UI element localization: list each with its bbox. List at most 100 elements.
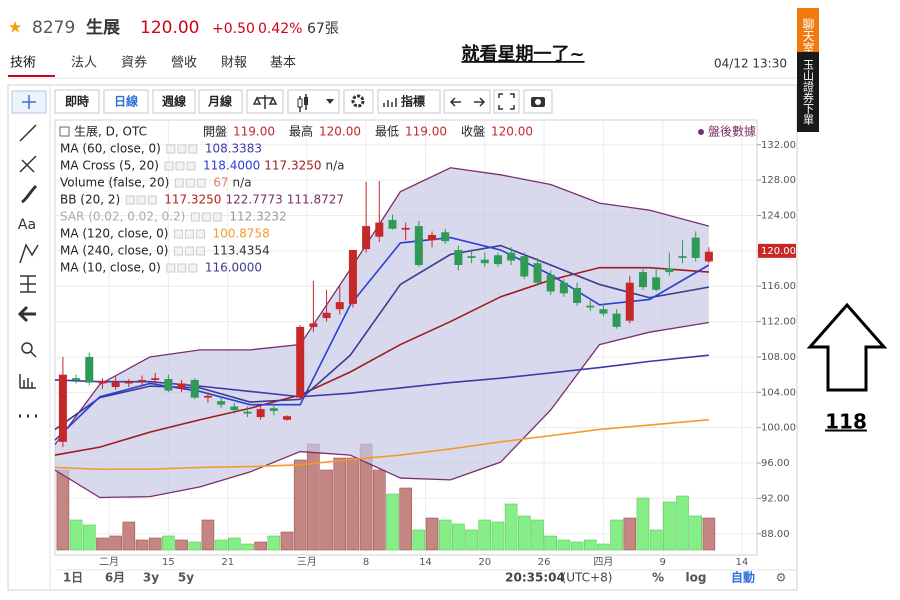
legend-icon[interactable]: [125, 195, 135, 205]
candle-body: [401, 227, 410, 230]
toolbar-label: 日線: [114, 94, 138, 109]
y-tick-label: 128.00: [761, 175, 796, 186]
candle-icon: [297, 98, 303, 108]
line-tool[interactable]: [19, 124, 37, 142]
note: 就看星期一了~: [461, 43, 584, 65]
ohlc-label: 收盤: [461, 125, 485, 139]
toolbar-button[interactable]: [152, 89, 196, 114]
after-hours-link[interactable]: 盤後數據: [708, 125, 756, 139]
x-tick-label: 14: [735, 557, 748, 568]
range-button[interactable]: 1日: [63, 571, 83, 585]
x-tick-label: 26: [538, 557, 551, 568]
ruler-tool[interactable]: [19, 374, 36, 389]
tab[interactable]: 營收: [171, 56, 197, 71]
legend-icon[interactable]: [186, 161, 196, 171]
legend: 生展, D, OTC 開盤 119.00 最高 120.00 最低 119.00 收盤 120.…: [59, 124, 533, 275]
legend-icon[interactable]: [188, 144, 198, 154]
legend-icon[interactable]: [185, 178, 195, 188]
scale-option[interactable]: log: [686, 571, 707, 585]
measure-tool[interactable]: [20, 275, 36, 293]
band-lower: [54, 321, 709, 499]
legend-icon[interactable]: [196, 178, 206, 188]
ohlc-value: 120.00: [319, 125, 361, 139]
y-tick-label: 96.00: [761, 458, 790, 469]
volume-bar: [267, 535, 281, 551]
legend-icon[interactable]: [177, 144, 187, 154]
text-tool[interactable]: Aa: [18, 217, 36, 233]
volume-bar: [280, 531, 294, 551]
legend-icon[interactable]: [136, 195, 146, 205]
fib-tool[interactable]: [19, 155, 37, 173]
legend-icon[interactable]: [174, 178, 184, 188]
tab[interactable]: 法人: [71, 56, 97, 71]
legend-value: 112.3232: [229, 210, 286, 224]
settings-icon[interactable]: ⚙: [776, 571, 787, 585]
range-button[interactable]: 3y: [143, 571, 159, 585]
legend-icon[interactable]: [166, 263, 176, 273]
y-tick-label: 88.00: [761, 529, 790, 540]
candle-body: [98, 380, 107, 384]
scale-option[interactable]: %: [652, 571, 664, 585]
zoom-tool[interactable]: [21, 342, 33, 354]
order-button[interactable]: [797, 52, 819, 132]
candle-body: [375, 222, 384, 237]
legend-icon[interactable]: [201, 212, 211, 222]
tab[interactable]: 技術: [10, 56, 36, 71]
legend-icon[interactable]: [184, 246, 194, 256]
fullscreen-button[interactable]: [493, 89, 520, 114]
volume-bar: [373, 469, 386, 551]
range-button[interactable]: 6月: [105, 571, 125, 585]
indicator-button[interactable]: [377, 89, 441, 114]
legend-icon[interactable]: [195, 246, 205, 256]
chat-button[interactable]: [797, 8, 819, 66]
volume-bar: [623, 517, 637, 551]
legend-icon[interactable]: [164, 161, 174, 171]
volume-bar: [597, 543, 610, 551]
settings-button[interactable]: [343, 89, 374, 114]
y-tick-label: 104.00: [761, 387, 796, 398]
ma-line: [54, 236, 710, 441]
toolbar-button[interactable]: [103, 89, 149, 114]
candle-body: [665, 268, 674, 273]
brush-tool[interactable]: [21, 184, 38, 204]
legend-icon[interactable]: [184, 229, 194, 239]
legend-icon[interactable]: [177, 263, 187, 273]
volume-bar: [162, 535, 175, 551]
legend-icon[interactable]: [195, 229, 205, 239]
fullscreen-icon: [498, 93, 515, 110]
undo-redo-button[interactable]: [443, 89, 491, 114]
chat-label: 聊天室: [801, 18, 815, 54]
volume-bar: [531, 519, 544, 551]
toolbar-button[interactable]: [54, 89, 100, 114]
candle-body: [177, 383, 186, 389]
legend-icon[interactable]: [147, 195, 157, 205]
timezone: (UTC+8): [562, 571, 613, 585]
toolbar-button[interactable]: [198, 89, 243, 114]
star-icon[interactable]: ★: [8, 18, 22, 37]
tab[interactable]: 財報: [221, 56, 247, 71]
legend-icon[interactable]: [190, 212, 200, 222]
range-button[interactable]: 5y: [178, 571, 194, 585]
legend-icon[interactable]: [175, 161, 185, 171]
volume-bar: [478, 519, 492, 551]
ohlc-label: 最高: [289, 124, 313, 139]
candle-body: [269, 408, 278, 411]
tab[interactable]: 資券: [121, 55, 147, 71]
ma-line: [54, 354, 709, 398]
legend-icon[interactable]: [212, 212, 222, 222]
legend-icon[interactable]: [166, 144, 176, 154]
candle-body: [678, 256, 687, 258]
legend-icon[interactable]: [173, 246, 183, 256]
tab[interactable]: 基本: [270, 56, 296, 71]
volume-bar: [227, 537, 241, 551]
scale-option[interactable]: 自動: [731, 570, 755, 585]
candle-body: [309, 323, 318, 327]
legend-icon[interactable]: [173, 229, 183, 239]
candle-body: [454, 249, 463, 265]
x-tick-label: 21: [221, 557, 234, 568]
legend-value: 111.8727: [287, 193, 344, 207]
pattern-tool[interactable]: [19, 243, 39, 264]
legend-icon[interactable]: [188, 263, 198, 273]
back-tool[interactable]: [17, 305, 36, 323]
